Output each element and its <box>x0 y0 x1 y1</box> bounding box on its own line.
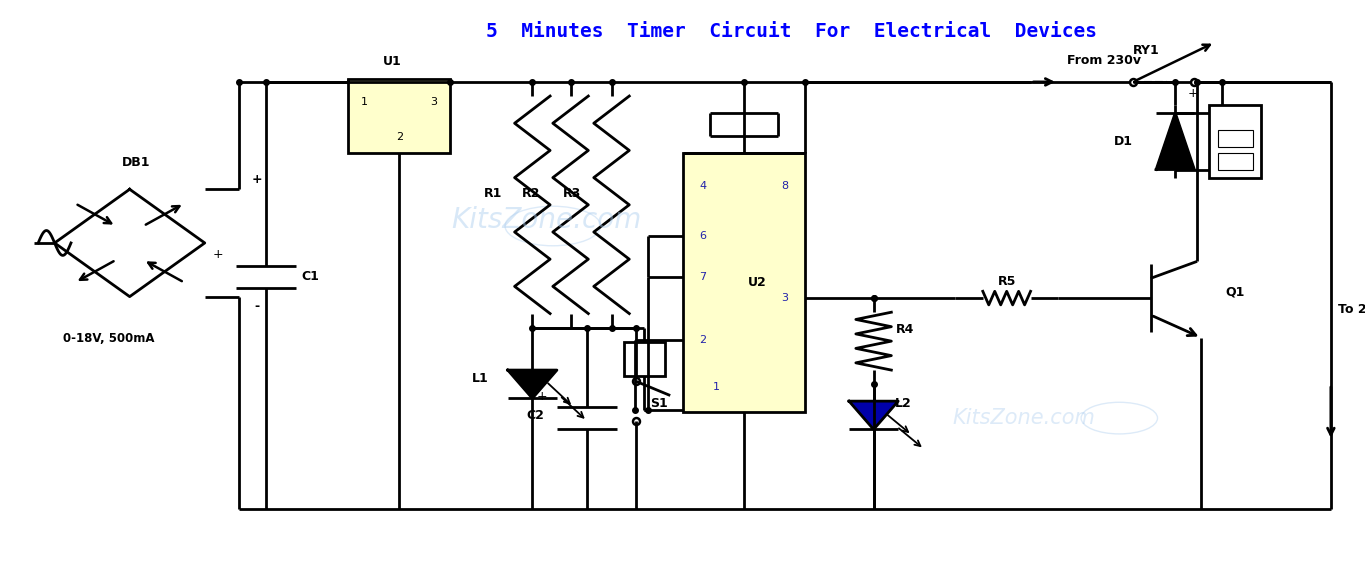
FancyBboxPatch shape <box>1218 130 1253 147</box>
FancyBboxPatch shape <box>624 342 665 376</box>
Text: RY1: RY1 <box>1133 44 1160 58</box>
Text: 8: 8 <box>781 181 789 192</box>
Text: 6: 6 <box>699 231 707 241</box>
Text: 5  Minutes  Timer  Circuit  For  Electrical  Devices: 5 Minutes Timer Circuit For Electrical D… <box>486 21 1097 41</box>
Text: +: + <box>251 172 262 186</box>
Text: R5: R5 <box>998 275 1016 288</box>
Text: R1: R1 <box>485 187 502 200</box>
Text: S1: S1 <box>650 397 669 411</box>
Text: R4: R4 <box>897 323 915 336</box>
Text: KitsZone.com: KitsZone.com <box>953 408 1095 428</box>
Text: +: + <box>1188 86 1198 100</box>
Text: D1: D1 <box>1114 134 1133 148</box>
Text: -: - <box>254 300 259 314</box>
FancyBboxPatch shape <box>682 153 805 412</box>
Text: 3: 3 <box>430 97 438 107</box>
Text: 1: 1 <box>713 382 721 392</box>
Polygon shape <box>508 370 557 398</box>
Text: From 230v: From 230v <box>1067 54 1141 67</box>
Text: 1: 1 <box>360 97 369 107</box>
Polygon shape <box>849 401 898 429</box>
Text: 2: 2 <box>699 334 707 345</box>
FancyBboxPatch shape <box>1218 153 1253 170</box>
Polygon shape <box>1156 113 1194 170</box>
Text: 2: 2 <box>396 132 403 142</box>
Text: U1: U1 <box>384 54 401 68</box>
Text: R2: R2 <box>523 187 541 200</box>
Text: U2: U2 <box>748 276 767 289</box>
Text: 0-18V, 500mA: 0-18V, 500mA <box>63 332 156 346</box>
Text: +: + <box>536 390 547 403</box>
Text: +: + <box>213 247 224 261</box>
Text: 3: 3 <box>781 293 789 303</box>
Text: L1: L1 <box>472 372 489 385</box>
Text: C1: C1 <box>300 270 319 284</box>
Text: Q1: Q1 <box>1226 286 1245 299</box>
Text: L2: L2 <box>895 397 912 411</box>
FancyBboxPatch shape <box>348 79 450 153</box>
Text: DB1: DB1 <box>123 155 150 169</box>
Text: To 230V Device: To 230V Device <box>1338 303 1365 316</box>
Text: C2: C2 <box>526 408 545 422</box>
Text: KitsZone.com: KitsZone.com <box>450 206 642 234</box>
Text: 4: 4 <box>699 181 707 192</box>
FancyBboxPatch shape <box>1209 105 1261 178</box>
Text: 7: 7 <box>699 272 707 282</box>
Text: R3: R3 <box>564 187 581 200</box>
